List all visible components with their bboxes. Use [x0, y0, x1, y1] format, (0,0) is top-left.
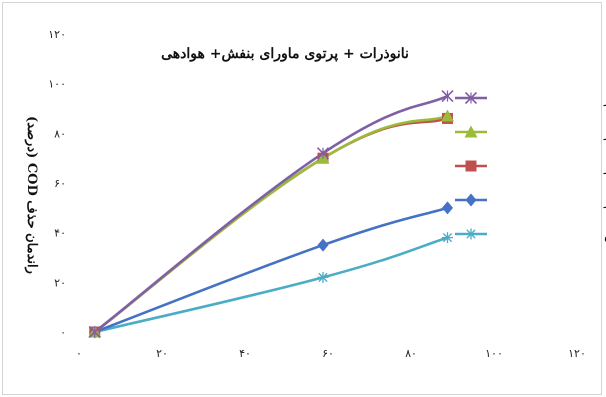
- legend-label: نانوذرات ۰/۶ گرم در لیتر: [603, 91, 606, 107]
- legend-marker: [465, 193, 477, 207]
- legend-label: نانوذرات صفر گرم در لیتر: [603, 193, 606, 209]
- y-tick-label: ۰: [60, 326, 66, 339]
- data-point: [442, 232, 453, 244]
- x-axis-ticks: ۰ ۲۰ ۴۰ ۶۰ ۸۰ ۱۰۰ ۱۲۰: [76, 347, 586, 360]
- legend-item: فقط پرتوی ماورای بنفش: [455, 228, 606, 243]
- data-point: [316, 147, 330, 160]
- data-point: [442, 201, 453, 215]
- legend-marker: [464, 91, 478, 105]
- legend-item: نانوذرات ۰/۲ گرم در لیتر: [455, 159, 606, 175]
- data-point: [317, 238, 329, 252]
- data-point: [441, 109, 454, 122]
- y-axis-ticks: ۰ ۲۰ ۴۰ ۶۰ ۸۰ ۱۰۰ ۱۲۰: [48, 28, 66, 339]
- x-tick-label: ۸۰: [405, 347, 417, 360]
- chart-title: نانوذرات + پرتوی ماورای بنفش+ هوادهی: [161, 46, 409, 62]
- y-tick-label: ۲۰: [54, 276, 66, 289]
- series-line: [93, 114, 449, 334]
- legend-label: نانوذرات ۰/۲ گرم در لیتر: [603, 159, 606, 175]
- series-line: [93, 206, 449, 334]
- legend-label: فقط پرتوی ماورای بنفش: [604, 228, 606, 243]
- x-tick-label: ۱۲۰: [568, 347, 586, 360]
- y-tick-label: ۴۰: [54, 227, 66, 240]
- data-point: [88, 325, 101, 339]
- legend-item: نانوذرات ۰/۴ گرم در لیتر: [455, 125, 606, 141]
- x-tick-label: ۲۰: [156, 347, 168, 360]
- y-axis-label: راندمان حذف COD (درصد): [24, 116, 39, 274]
- data-point: [317, 271, 329, 283]
- legend-item: نانوذرات صفر گرم در لیتر: [455, 193, 606, 209]
- series-markers: [88, 90, 454, 339]
- x-tick-label: ۰: [76, 347, 82, 360]
- data-point: [441, 90, 454, 103]
- legend-marker: [465, 228, 477, 240]
- series-line: [93, 236, 449, 334]
- y-tick-label: ۱۰۰: [48, 78, 66, 91]
- series-line: [93, 117, 449, 334]
- series-lines: [93, 94, 449, 334]
- legend-item: نانوذرات ۰/۶ گرم در لیتر: [455, 91, 606, 107]
- x-tick-label: ۴۰: [239, 347, 251, 360]
- x-tick-label: ۱۰۰: [485, 347, 503, 360]
- legend-label: نانوذرات ۰/۴ گرم در لیتر: [603, 125, 606, 141]
- legend-marker: [464, 125, 478, 138]
- y-tick-label: ۱۲۰: [48, 28, 66, 41]
- legend-marker: [465, 160, 477, 172]
- x-tick-label: ۶۰: [322, 347, 334, 360]
- y-tick-label: ۶۰: [54, 177, 66, 190]
- y-tick-label: ۸۰: [54, 127, 66, 140]
- legend: نانوذرات ۰/۶ گرم در لیتر نانوذرات ۰/۴ گرم…: [455, 91, 606, 243]
- series-line: [93, 94, 449, 334]
